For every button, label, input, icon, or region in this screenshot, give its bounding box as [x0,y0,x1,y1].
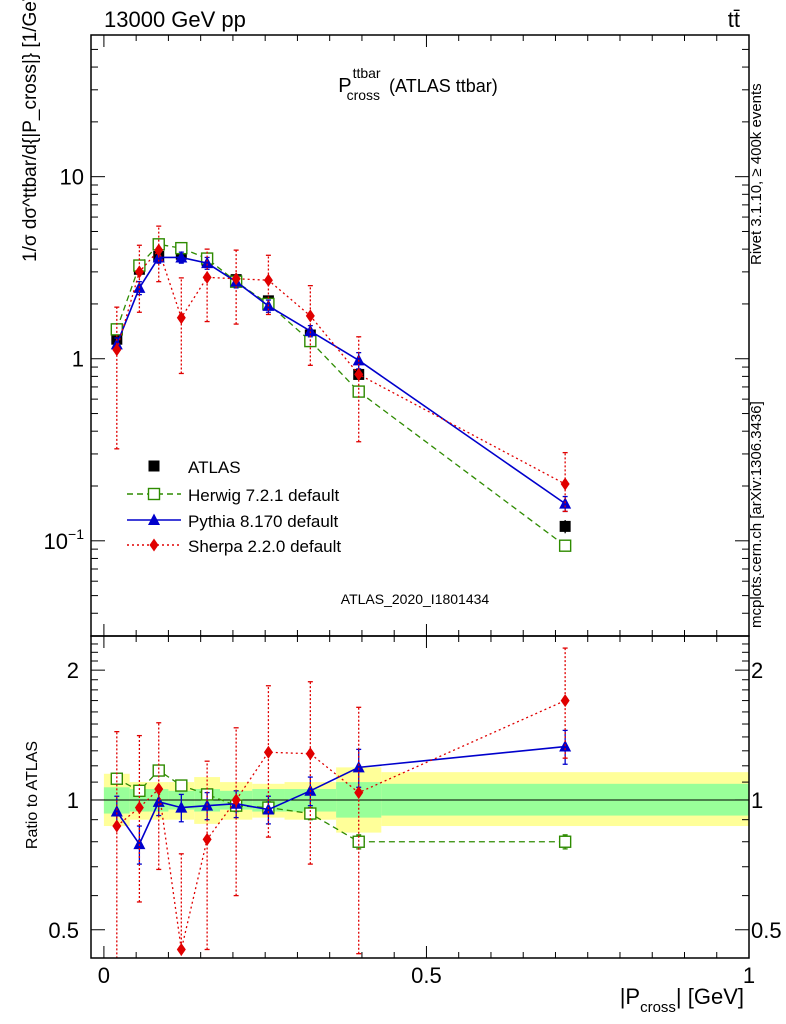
data-point [110,772,124,785]
data-point [133,837,146,850]
data-point [231,272,241,286]
ratio-y-tick-label: 2 [67,658,79,683]
mcplots-label: mcplots.cern.ch [arXiv:1306.3436] [748,401,765,628]
y-tick-label: 10−1 [44,526,85,554]
data-point [112,343,122,357]
series-line [116,699,566,950]
data-point [263,745,273,759]
data-point [110,805,123,817]
data-point [175,801,188,813]
data-point [134,801,144,815]
axis-ticks [91,34,750,958]
data-point [304,784,317,796]
legend: ATLAS Herwig 7.2.1 default Pythia 8.170 de… [127,458,341,556]
series-line [116,769,566,843]
legend-marker [149,538,159,552]
legend-label: ATLAS [188,458,241,477]
ratio-y-tick-label-right: 0.5 [751,918,782,943]
data-point [558,835,572,848]
data-point [134,265,144,279]
data-point [560,477,570,491]
data-point [560,694,570,708]
series-pythia-main [110,250,572,513]
ratio-y-axis-label: Ratio to ATLAS [24,741,41,849]
series-atlas-data [111,248,571,534]
data-point [175,250,188,263]
x-axis-label: |Pcross| [GeV] [620,984,744,1016]
x-tick-label: 1 [743,963,755,988]
ratio-y-tick-label: 0.5 [48,918,79,943]
series-herwig-main [110,238,572,552]
plot-title: Pttbar cross (ATLAS ttbar) [338,65,498,103]
data-point [201,256,214,269]
data-point [154,782,164,796]
process-label: tt̄ [728,7,740,32]
legend-label: Pythia 8.170 default [188,512,339,531]
data-point [152,764,165,777]
legend-label: Herwig 7.2.1 default [188,486,339,505]
data-point [175,779,188,792]
rivet-label: Rivet 3.1.10, ≥ 400k events [748,83,765,265]
series-sherpa-ratio [112,647,570,958]
series-line [116,745,566,846]
data-point [305,309,315,323]
series-line [116,243,566,547]
data-point [304,324,317,337]
x-tick-label: 0 [98,963,110,988]
legend-marker [148,460,160,472]
data-point [202,270,212,284]
series-line [116,248,566,485]
legend-label: Sherpa 2.2.0 default [188,537,341,556]
data-point [305,747,315,761]
data-point [352,385,365,398]
y-tick-label: 10 [60,165,84,190]
legend-marker [147,487,161,501]
ratio-y-tick-label-right: 2 [751,658,763,683]
data-point [559,520,571,532]
data-point [202,832,212,846]
data-point [133,784,146,798]
data-point [354,786,364,800]
data-point [112,819,122,833]
y-tick-label: 1 [72,347,84,372]
data-point [354,367,364,381]
data-point [304,807,317,820]
data-point [176,942,186,956]
data-point [352,760,365,773]
data-point [231,793,241,807]
series-sherpa-main [112,225,570,513]
data-point [558,539,572,552]
data-point [176,311,186,325]
ratio-frame [90,635,750,959]
x-tick-label: 0.5 [411,963,442,988]
analysis-label: ATLAS_2020_I1801434 [341,591,490,607]
data-point [263,273,273,287]
ratio-y-tick-label: 1 [67,788,79,813]
legend-marker [148,513,160,525]
beam-label: 13000 GeV pp [104,7,246,32]
ratio-y-tick-label-right: 1 [751,788,763,813]
y-axis-label: 1/σ dσ^ttbar/d{|P_cross|} [1/GeV] [20,0,41,262]
data-point [352,353,365,366]
data-point [154,243,164,257]
series-line [116,256,566,505]
